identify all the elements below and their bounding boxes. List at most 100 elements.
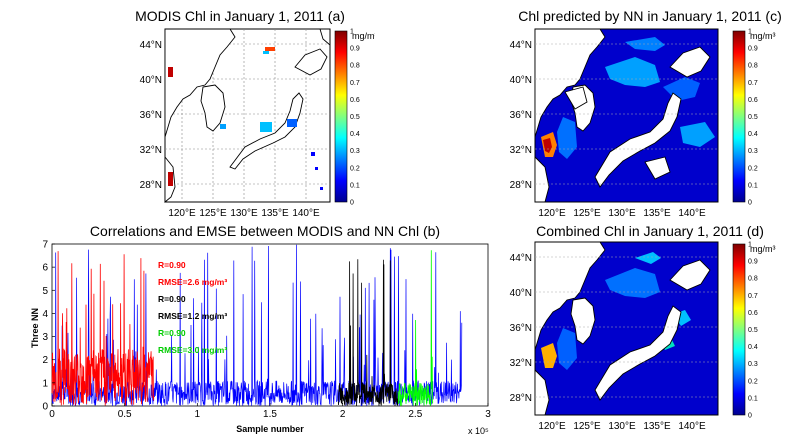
colorbar-tick: 0	[748, 413, 752, 420]
colorbar-tick: 0.9	[748, 259, 758, 266]
coastline	[534, 28, 711, 203]
lat-label: 32°N	[510, 145, 532, 156]
colorbar-tick: 0.2	[748, 165, 758, 172]
x-tick-label: 3	[485, 409, 491, 420]
title-map-a: MODIS Chl in January 1, 2011 (a)	[135, 8, 345, 24]
y-tick-label: 6	[42, 263, 48, 274]
coastline	[534, 241, 711, 416]
lon-label: 130°E	[608, 208, 636, 219]
y-tick-label: 4	[42, 309, 48, 320]
series-line-1	[337, 259, 399, 407]
colorbar-unit: mg/m³	[352, 31, 375, 41]
colorbar-unit: mg/m³	[750, 31, 776, 41]
stat-r-red: R=0.90	[158, 260, 186, 270]
colorbar-tick: 0.7	[350, 80, 360, 87]
colorbar-tick: 0.9	[748, 46, 758, 53]
y-tick-label: 7	[42, 240, 48, 251]
colorbar-tick: 1	[748, 242, 752, 249]
x-tick-label: 2	[340, 409, 346, 420]
lon-label: 140°E	[678, 208, 706, 219]
title-chart-b: Correlations and EMSE between MODIS and …	[89, 223, 441, 239]
title-map-d: Combined Chl in January 1, 2011 (d)	[536, 223, 764, 239]
chart-b: 0 0.5 1 1.5 2 2.5 3 0 1 2 3 4 5 6 7 R=0.90 RMSE=2.6 mg…	[30, 240, 491, 437]
stat-rmse-red: RMSE=2.6 mg/m³	[158, 277, 227, 287]
lat-label: 32°N	[140, 145, 162, 156]
colorbar-tick: 0.8	[748, 276, 758, 283]
colorbar-tick: 0.2	[350, 165, 360, 172]
map-c: 44°N 40°N 36°N 32°N 28°N 120°E 125°E 130…	[510, 28, 776, 219]
lat-label: 44°N	[510, 253, 532, 264]
series-line-0	[51, 251, 155, 406]
colorbar-tick: 0.7	[748, 293, 758, 300]
colorbar-tick: 0.1	[350, 182, 360, 189]
colorbar: mg/m³ 1 0.9 0.8 0.7 0.6 0.5 0.4 0.3 0.2 0.1 0	[732, 29, 776, 207]
lon-label: 130°E	[230, 208, 258, 219]
lat-label: 40°N	[510, 288, 532, 299]
lon-label: 120°E	[538, 421, 566, 432]
colorbar-tick: 0.7	[748, 80, 758, 87]
lat-label: 28°N	[140, 180, 162, 191]
y-tick-label: 0	[42, 402, 48, 413]
colorbar-tick: 0	[350, 200, 354, 207]
title-map-c: Chl predicted by NN in January 1, 2011 (…	[518, 8, 782, 24]
lon-label: 140°E	[292, 208, 320, 219]
x-axis-label: Sample number	[236, 424, 304, 434]
lat-label: 36°N	[140, 110, 162, 121]
lon-label: 120°E	[168, 208, 196, 219]
lon-label: 125°E	[573, 421, 601, 432]
colorbar-tick: 1	[350, 29, 354, 36]
colorbar-tick: 1	[748, 29, 752, 36]
x-tick-label: 0.5	[118, 409, 132, 420]
lon-label: 130°E	[608, 421, 636, 432]
colorbar-tick: 0.6	[748, 97, 758, 104]
colorbar-tick: 0.3	[748, 148, 758, 155]
colorbar-tick: 0.5	[748, 114, 758, 121]
coastline	[164, 28, 331, 203]
y-axis-label: Three NN	[30, 308, 40, 348]
colorbar-tick: 0.8	[748, 63, 758, 70]
chl-pixels	[168, 47, 323, 190]
colorbar-tick: 0.6	[350, 97, 360, 104]
stat-rmse-black: RMSE=1.2 mg/m³	[158, 311, 227, 321]
lat-label: 40°N	[510, 75, 532, 86]
lat-label: 36°N	[510, 323, 532, 334]
lat-label: 28°N	[510, 393, 532, 404]
colorbar-tick: 0.1	[748, 395, 758, 402]
y-tick-label: 2	[42, 355, 48, 366]
stats-legend: R=0.90 RMSE=2.6 mg/m³ R=0.90 RMSE=1.2 mg…	[158, 260, 227, 355]
colorbar-tick: 0.4	[748, 131, 758, 138]
lat-label: 44°N	[510, 40, 532, 51]
x-tick-label: 1.5	[263, 409, 277, 420]
x-tick-label: 1	[195, 409, 201, 420]
colorbar-tick: 0.3	[748, 361, 758, 368]
colorbar-tick: 0.8	[350, 63, 360, 70]
stat-rmse-green: RMSE=3.0 mg/m³	[158, 345, 227, 355]
map-a: 44°N 40°N 36°N 32°N 28°N 120°E 125°E 130…	[140, 28, 375, 219]
x-multiplier: x 10⁵	[468, 426, 489, 436]
y-tick-label: 5	[42, 286, 48, 297]
colorbar-tick: 0.9	[350, 46, 360, 53]
stat-r-black: R=0.90	[158, 294, 186, 304]
lon-label: 135°E	[261, 208, 289, 219]
lat-label: 28°N	[510, 180, 532, 191]
colorbar-tick: 0.1	[748, 182, 758, 189]
colorbar: mg/m³ 1 0.9 0.8 0.7 0.6 0.5 0.4 0.3 0.2 0.1 0	[334, 29, 375, 207]
y-tick-label: 1	[42, 378, 48, 389]
lon-label: 125°E	[199, 208, 227, 219]
map-d: 44°N 40°N 36°N 32°N 28°N 120°E 125°E 130…	[510, 241, 776, 432]
colorbar-tick: 0.5	[748, 327, 758, 334]
lon-label: 120°E	[538, 208, 566, 219]
colorbar-tick: 0.4	[748, 344, 758, 351]
lon-label: 135°E	[643, 208, 671, 219]
x-tick-label: 0	[49, 409, 55, 420]
y-tick-label: 3	[42, 332, 48, 343]
colorbar-tick: 0.4	[350, 131, 360, 138]
lat-label: 44°N	[140, 40, 162, 51]
lat-label: 40°N	[140, 75, 162, 86]
lon-label: 135°E	[643, 421, 671, 432]
x-tick-label: 2.5	[408, 409, 422, 420]
stat-r-green: R=0.90	[158, 328, 186, 338]
colorbar-tick: 0.3	[350, 148, 360, 155]
series-line-2	[397, 250, 434, 406]
colorbar: mg/m³ 1 0.9 0.8 0.7 0.6 0.5 0.4 0.3 0.2 0.1 0	[732, 242, 776, 420]
